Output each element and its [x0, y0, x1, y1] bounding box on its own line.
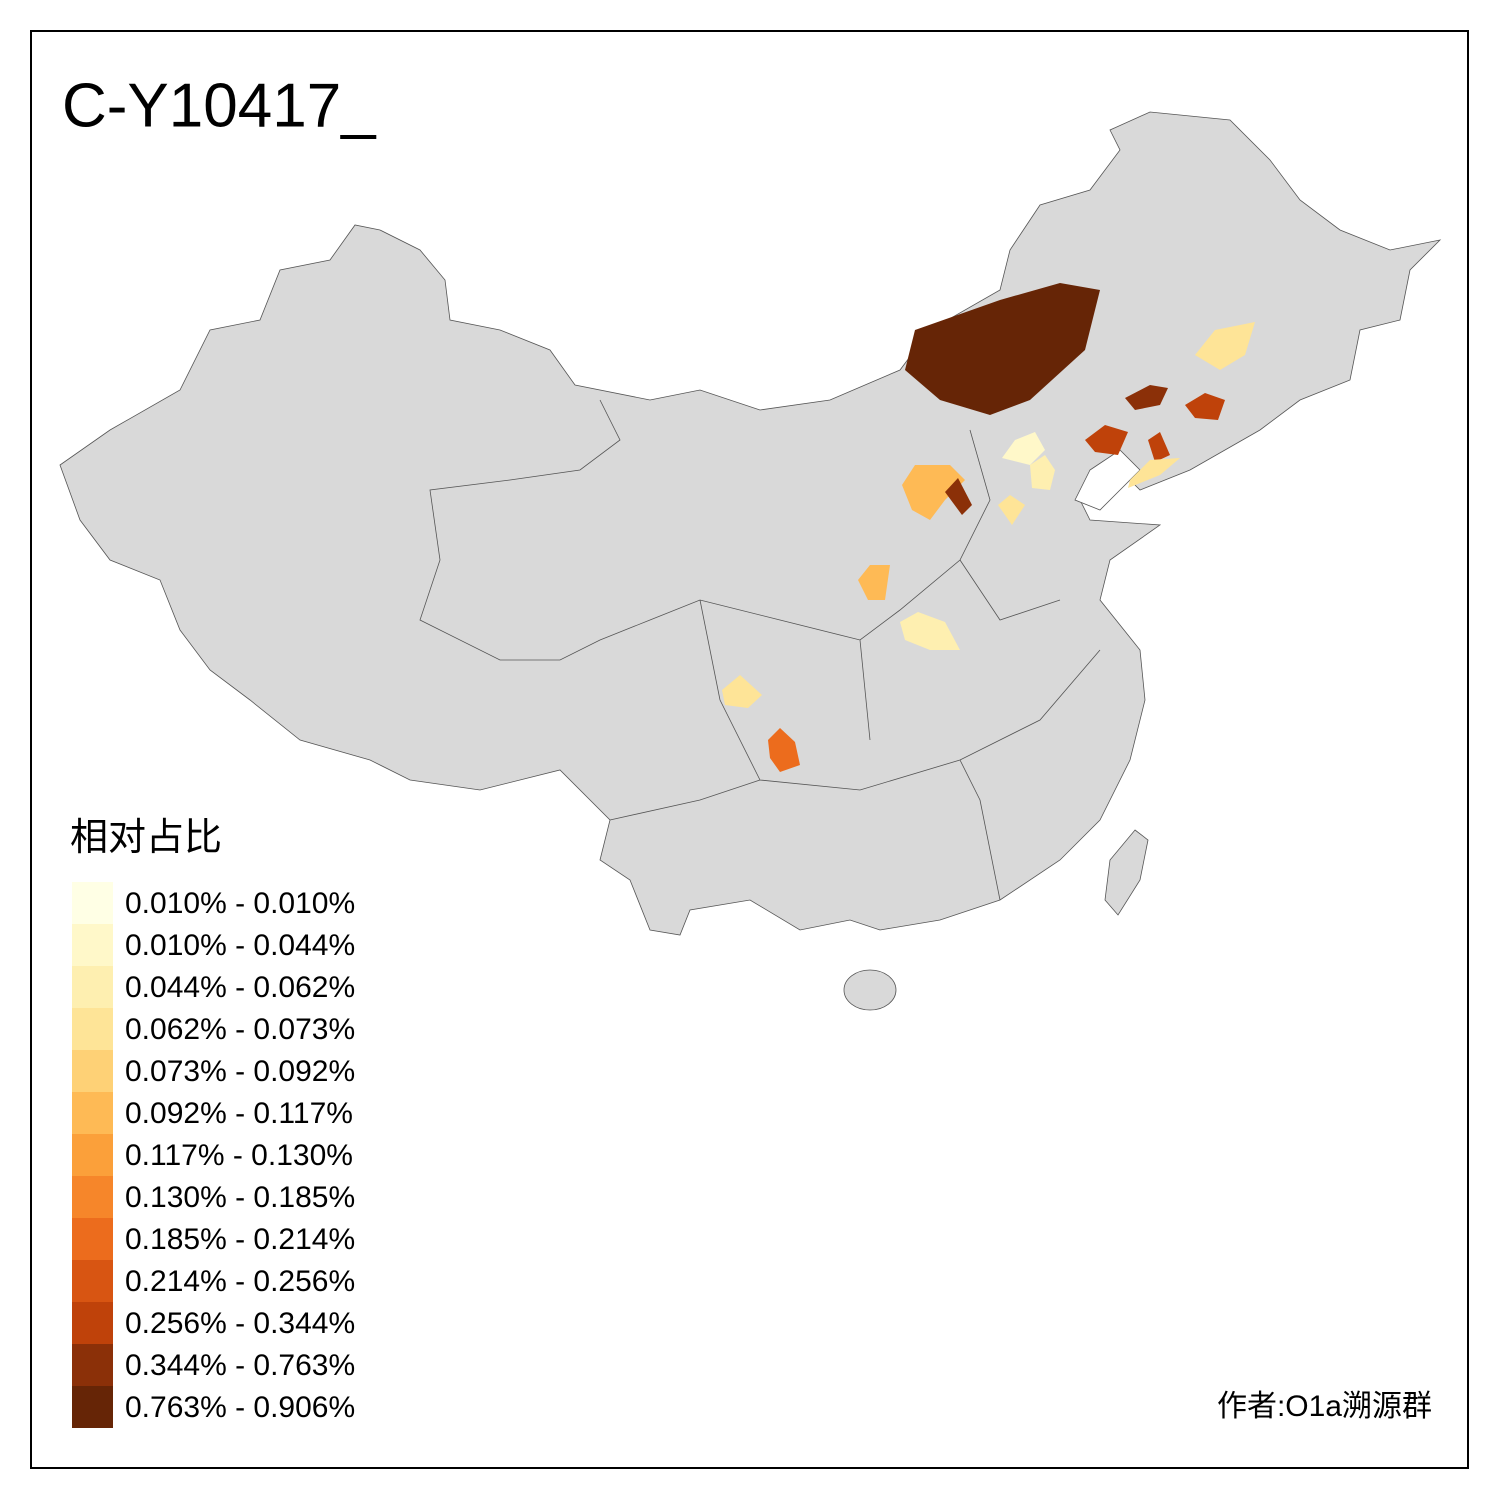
legend-label: 0.010% - 0.044% — [125, 929, 355, 962]
legend-label: 0.117% - 0.130% — [125, 1139, 353, 1172]
region — [1148, 432, 1170, 462]
region — [905, 283, 1100, 415]
legend-label: 0.092% - 0.117% — [125, 1097, 353, 1130]
legend-swatch — [72, 882, 113, 924]
region — [1002, 432, 1045, 465]
region — [858, 565, 890, 600]
mainland — [59, 111, 1442, 936]
legend-swatch — [72, 1302, 113, 1344]
region — [1185, 393, 1225, 420]
legend-label: 0.062% - 0.073% — [125, 1013, 355, 1046]
legend-swatch — [72, 966, 113, 1008]
legend-swatch — [72, 1008, 113, 1050]
region — [1125, 385, 1168, 410]
region — [998, 495, 1025, 525]
region — [945, 478, 972, 515]
legend-label: 0.130% - 0.185% — [125, 1181, 355, 1214]
legend-swatch — [72, 1050, 113, 1092]
region — [1085, 425, 1128, 455]
hainan — [843, 969, 897, 1011]
map-title: C-Y10417_ — [62, 71, 377, 140]
legend-swatch — [72, 1176, 113, 1218]
legend-label: 0.214% - 0.256% — [125, 1265, 355, 1298]
region — [900, 612, 960, 650]
legend-swatch — [72, 1344, 113, 1386]
legend-label: 0.344% - 0.763% — [125, 1349, 355, 1382]
legend-swatch — [72, 924, 113, 966]
legend-swatch — [72, 1386, 113, 1428]
region — [1195, 322, 1255, 370]
region — [1030, 455, 1055, 490]
legend-swatch — [72, 1260, 113, 1302]
legend: 0.010% - 0.010% 0.010% - 0.044% 0.044% - 0… — [72, 882, 355, 1428]
legend-label: 0.256% - 0.344% — [125, 1307, 355, 1340]
legend-label: 0.073% - 0.092% — [125, 1055, 355, 1088]
legend-label: 0.044% - 0.062% — [125, 971, 355, 1004]
region — [1128, 458, 1180, 488]
province-borders — [419, 399, 1101, 901]
region — [722, 675, 762, 708]
legend-swatch — [72, 1218, 113, 1260]
legend-label: 0.185% - 0.214% — [125, 1223, 355, 1256]
author-credit: 作者:O1a溯源群 — [1217, 1390, 1432, 1423]
base-map — [59, 111, 1442, 1011]
legend-swatch — [72, 1134, 113, 1176]
legend-title: 相对占比 — [70, 817, 222, 859]
region — [768, 728, 800, 772]
region — [902, 465, 965, 520]
legend-label: 0.010% - 0.010% — [125, 887, 355, 920]
legend-label: 0.763% - 0.906% — [125, 1391, 355, 1424]
taiwan — [1104, 829, 1149, 916]
highlighted-cities — [722, 283, 1255, 772]
legend-swatch — [72, 1092, 113, 1134]
